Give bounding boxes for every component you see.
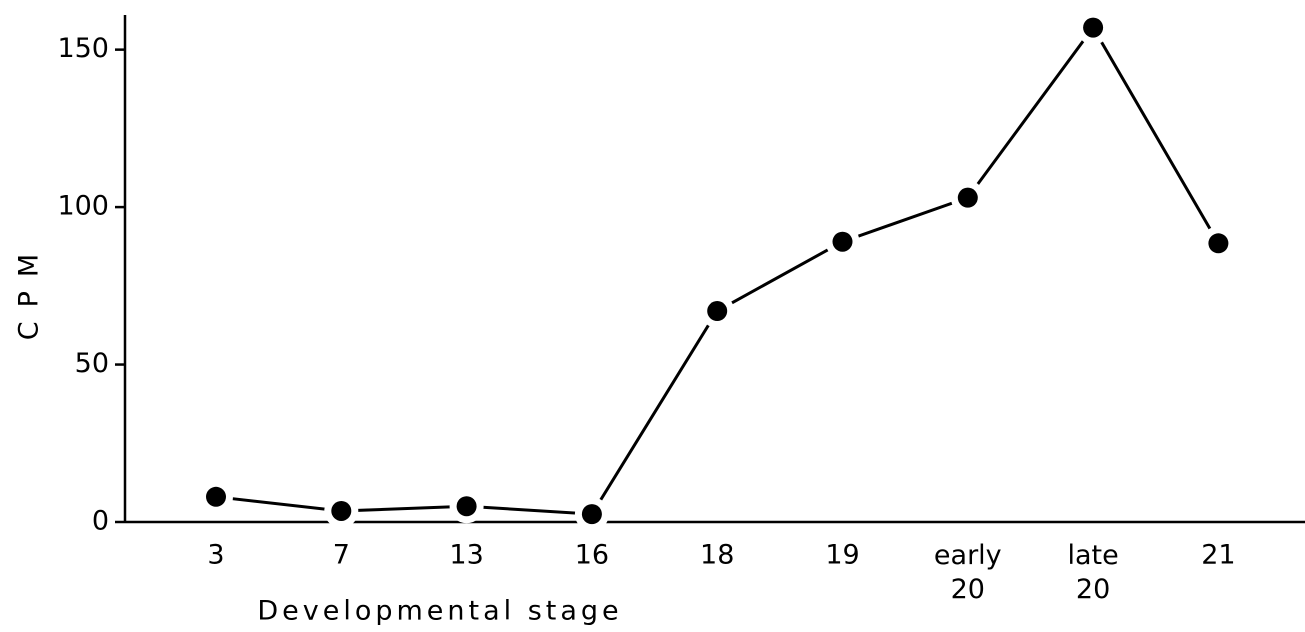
data-point [700, 294, 735, 329]
data-point [1201, 226, 1236, 261]
x-tick-label: 16 [575, 540, 609, 571]
data-point [449, 489, 484, 524]
x-tick-label: late 20 [1067, 540, 1118, 605]
x-tick-label: 3 [207, 540, 224, 571]
data-line [215, 24, 1220, 516]
x-tick-label: 7 [333, 540, 350, 571]
data-point [324, 493, 359, 528]
data-point [574, 497, 609, 532]
y-tick-label: 100 [57, 191, 109, 222]
data-point [199, 479, 233, 514]
y-tick-label: 50 [75, 348, 109, 379]
y-tick-label: 0 [92, 506, 109, 537]
x-tick-label: 13 [449, 540, 483, 571]
x-tick-label: 19 [825, 540, 859, 571]
data-point [950, 180, 985, 215]
x-tick-label: 21 [1201, 540, 1235, 571]
x-tick-label: early 20 [934, 540, 1002, 605]
x-tick-label: 18 [700, 540, 734, 571]
x-axis-label: Developmental stage [257, 596, 622, 627]
data-point [825, 224, 860, 259]
data-point [1076, 10, 1111, 45]
y-axis-label: CPM [14, 240, 45, 340]
y-tick-label: 150 [57, 33, 109, 64]
